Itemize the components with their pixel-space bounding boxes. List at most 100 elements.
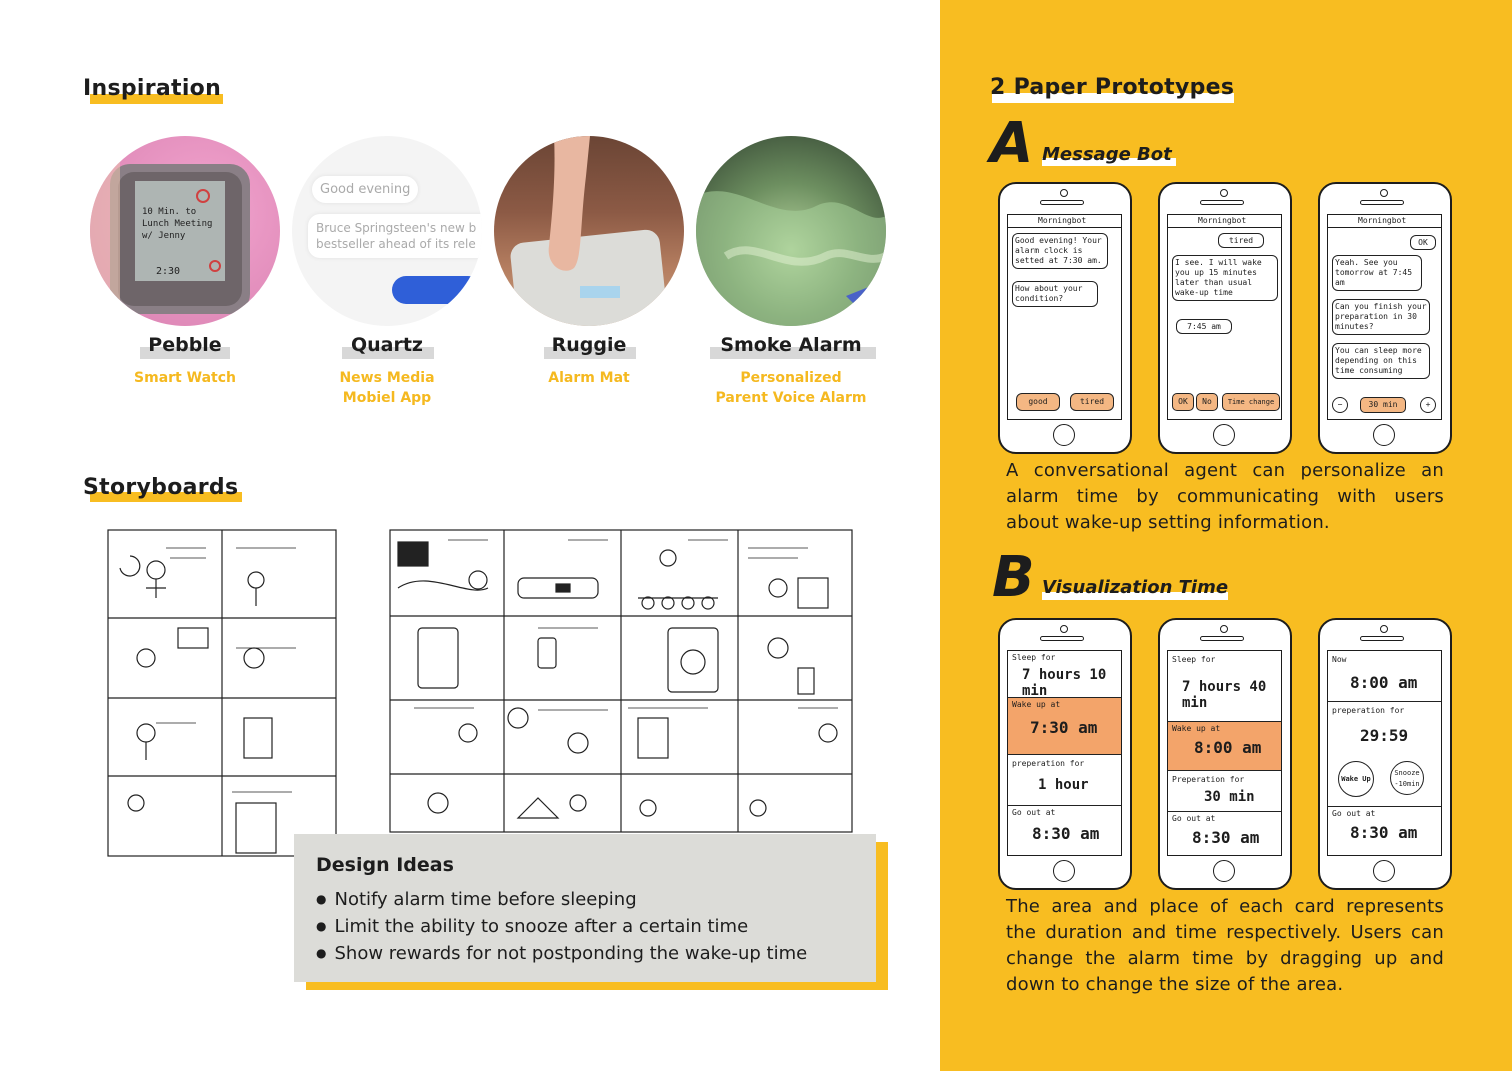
storyboards-heading: Storyboards	[83, 475, 239, 500]
card-value: 8:30 am	[1032, 824, 1100, 843]
chat-bubble: How about your condition?	[1012, 281, 1098, 307]
goout-card[interactable]: Go out at 8:30 am	[1168, 812, 1281, 854]
speaker-icon	[1200, 200, 1244, 205]
header-divider	[1168, 227, 1281, 228]
reply-button-tired[interactable]: tired	[1070, 393, 1114, 411]
speaker-icon	[1040, 200, 1084, 205]
insp-subtitle-pebble: Smart Watch	[134, 370, 236, 386]
quartz-line-1: Bruce Springsteen's new b	[316, 221, 477, 235]
goout-card[interactable]: Go out at 8:30 am	[1008, 806, 1121, 854]
card-value: 30 min	[1204, 789, 1255, 805]
right-panel: 2 Paper Prototypes A Message Bot Morning…	[940, 0, 1512, 1071]
duration-button[interactable]: 30 min	[1360, 397, 1406, 413]
insp-sub-line: News Media	[339, 370, 435, 386]
subheading-highlight	[1042, 592, 1228, 600]
prototypes-heading: 2 Paper Prototypes	[990, 75, 1235, 100]
prep-card: preperation for 29:59	[1328, 702, 1441, 754]
phone-b2: Sleep for 7 hours 40 min Wake up at 8:00…	[1158, 618, 1292, 890]
reply-button-good[interactable]: good	[1016, 393, 1060, 411]
heading-highlight	[90, 492, 242, 502]
pebble-image: 10 Min. to Lunch Meeting w/ Jenny 2:30	[90, 136, 280, 326]
minus-button[interactable]: −	[1332, 397, 1348, 413]
prototype-a-description: A conversational agent can personalize a…	[1006, 458, 1444, 536]
speaker-icon	[1040, 636, 1084, 641]
phone-b1: Sleep for 7 hours 10 min Wake up at 7:30…	[998, 618, 1132, 890]
phone-a1: Morningbot Good evening! Your alarm cloc…	[998, 182, 1132, 454]
insp-sub-line: Personalized	[740, 370, 842, 386]
reply-button-no[interactable]: No	[1196, 393, 1218, 411]
chat-bubble: You can sleep more depending on this tim…	[1332, 343, 1430, 379]
camera-icon	[1060, 189, 1068, 197]
home-button	[1373, 860, 1395, 882]
home-button	[1213, 860, 1235, 882]
insp-subtitle-ruggie: Alarm Mat	[548, 370, 630, 386]
card-value: 1 hour	[1038, 777, 1089, 793]
desc-line: change the alarm time by dragging up and	[1006, 948, 1444, 969]
reply-button-ok[interactable]: OK	[1172, 393, 1194, 411]
chat-bubble: I see. I will wake you up 15 minutes lat…	[1172, 255, 1278, 301]
phone-screen: Sleep for 7 hours 10 min Wake up at 7:30…	[1007, 650, 1122, 856]
title-bar	[544, 347, 636, 359]
reply-button-time-change[interactable]: Time change	[1222, 393, 1280, 411]
ruggie-image	[494, 136, 684, 326]
quartz-image: Good evening Bruce Springsteen's new b b…	[292, 136, 482, 326]
prep-card[interactable]: preperation for 1 hour	[1008, 755, 1121, 806]
insp-subtitle-quartz: News Media Mobiel App	[287, 368, 487, 408]
chat-bubble: tired	[1218, 233, 1264, 248]
chat-bubble: Yeah. See you tomorrow at 7:45 am	[1332, 255, 1422, 291]
camera-icon	[1380, 625, 1388, 633]
desc-line: the duration and time respectively. User…	[1006, 922, 1444, 943]
design-ideas-list: Notify alarm time before sleeping Limit …	[316, 886, 807, 967]
sleep-card[interactable]: Sleep for 7 hours 10 min	[1008, 651, 1121, 699]
quartz-bubble-2: Bruce Springsteen's new b bestseller ahe…	[308, 214, 482, 258]
subheading-highlight	[1042, 158, 1176, 166]
phone-screen: Morningbot Good evening! Your alarm cloc…	[1007, 214, 1122, 420]
chat-bubble: Good evening! Your alarm clock is setted…	[1012, 233, 1108, 269]
prep-card[interactable]: Preperation for 30 min	[1168, 771, 1281, 812]
insp-subtitle-smoke: Personalized Parent Voice Alarm	[691, 368, 891, 408]
phone-a3: Morningbot OK Yeah. See you tomorrow at …	[1318, 182, 1452, 454]
card-value: 29:59	[1360, 726, 1409, 745]
design-idea-item: Show rewards for not postponding the wak…	[316, 940, 807, 967]
inspiration-heading: Inspiration	[83, 76, 222, 101]
sleep-card[interactable]: Sleep for 7 hours 40 min	[1168, 651, 1281, 722]
wake-up-button[interactable]: Wake Up	[1338, 761, 1374, 797]
prototype-b-description: The area and place of each card represen…	[1006, 894, 1444, 998]
card-label: Go out at	[1172, 814, 1216, 823]
wake-card[interactable]: Wake up at 7:30 am	[1008, 698, 1121, 755]
heading-highlight	[992, 93, 1234, 103]
desc-line: The area and place of each card represen…	[1006, 896, 1444, 917]
now-card: Now 8:00 am	[1328, 651, 1441, 702]
card-label: Wake up at	[1012, 700, 1061, 709]
chat-bubble: 7:45 am	[1176, 319, 1232, 334]
speaker-icon	[1360, 636, 1404, 641]
card-label: Go out at	[1012, 808, 1056, 817]
prototype-b-letter: B	[992, 545, 1035, 610]
card-label: preperation for	[1332, 706, 1405, 715]
header-divider	[1008, 227, 1121, 228]
phone-a2: Morningbot tired I see. I will wake you …	[1158, 182, 1292, 454]
design-ideas-title: Design Ideas	[316, 854, 454, 876]
phone-screen: Morningbot OK Yeah. See you tomorrow at …	[1327, 214, 1442, 420]
wake-card[interactable]: Wake up at 8:00 am	[1168, 722, 1281, 771]
heading-highlight	[90, 94, 223, 104]
snooze-button[interactable]: Snooze -10min	[1390, 761, 1424, 795]
phone-b3: Now 8:00 am preperation for 29:59 Wake U…	[1318, 618, 1452, 890]
home-button	[1053, 860, 1075, 882]
pebble-text-4: 2:30	[156, 266, 180, 277]
quartz-line-2: bestseller ahead of its rele	[316, 237, 476, 251]
design-idea-item: Notify alarm time before sleeping	[316, 886, 807, 913]
plus-button[interactable]: +	[1420, 397, 1436, 413]
prototype-a-letter: A	[990, 111, 1034, 176]
insp-title-quartz: Quartz	[350, 334, 423, 356]
card-label: Now	[1332, 655, 1347, 664]
card-label: Sleep for	[1172, 655, 1216, 664]
card-value: 7:30 am	[1030, 718, 1098, 737]
pebble-text-1: 10 Min. to	[142, 207, 196, 217]
speaker-icon	[1200, 636, 1244, 641]
left-page: Inspiration 10 Min. to Lunch Meeting w/ …	[0, 0, 940, 1071]
card-value: 8:30 am	[1192, 828, 1260, 847]
goout-card: Go out at 8:30 am	[1328, 806, 1441, 855]
home-button	[1053, 424, 1075, 446]
design-ideas-panel: Design Ideas Notify alarm time before sl…	[294, 834, 876, 982]
